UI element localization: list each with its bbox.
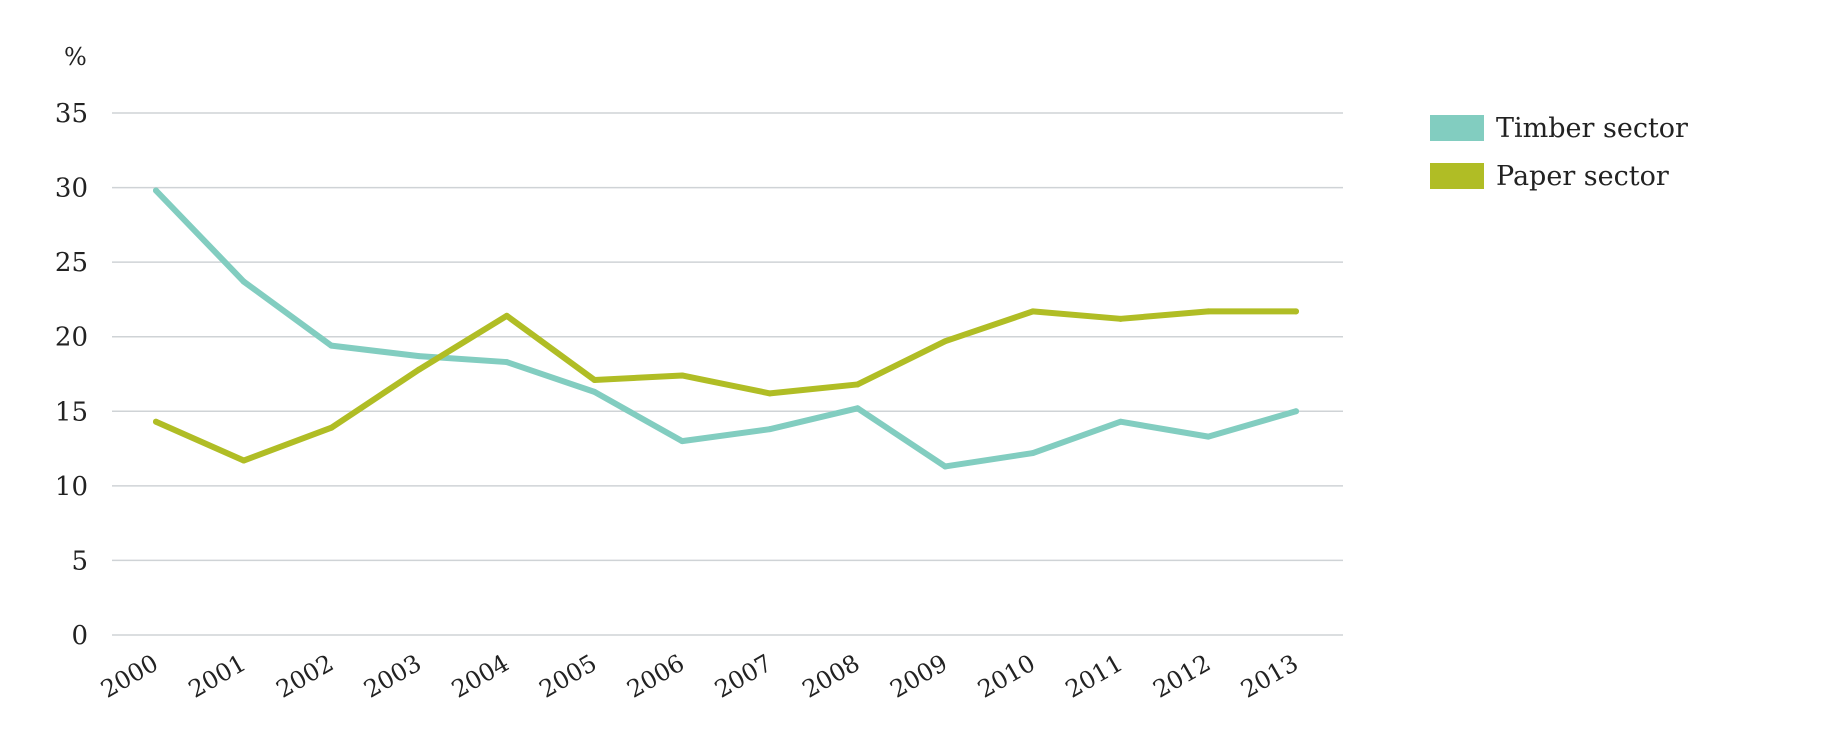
data-point-paper-sector-2008	[854, 381, 861, 388]
data-point-timber-sector-2005	[591, 388, 598, 395]
data-point-timber-sector-2010	[1029, 450, 1036, 457]
data-point-paper-sector-2012	[1205, 308, 1212, 315]
y-axis-ticks: 0 5 10 15 20 25 30 35	[55, 99, 88, 651]
x-tick-label-2012: 2012	[1148, 649, 1215, 704]
data-point-timber-sector-2002	[328, 342, 335, 349]
x-tick-label-2006: 2006	[622, 649, 689, 704]
legend: Timber sector Paper sector	[1430, 104, 1810, 200]
y-tick-label-30: 30	[55, 174, 88, 204]
data-point-paper-sector-2009	[942, 338, 949, 345]
data-point-paper-sector-2007	[766, 390, 773, 397]
data-point-timber-sector-2013	[1293, 408, 1299, 415]
legend-label-paper-sector: Paper sector	[1496, 160, 1669, 192]
legend-item-paper-sector: Paper sector	[1430, 152, 1810, 200]
data-point-timber-sector-2001	[240, 278, 247, 285]
legend-swatch-timber-sector	[1430, 115, 1484, 141]
y-tick-label-0: 0	[71, 621, 88, 651]
data-point-paper-sector-2010	[1029, 308, 1036, 315]
x-tick-label-2011: 2011	[1061, 649, 1128, 704]
series-line-timber-sector	[153, 187, 1299, 470]
x-tick-label-2003: 2003	[359, 649, 426, 704]
x-tick-label-2010: 2010	[973, 649, 1040, 704]
data-point-timber-sector-2004	[503, 359, 510, 366]
data-point-paper-sector-2006	[679, 372, 686, 379]
x-tick-label-2004: 2004	[447, 649, 514, 704]
x-tick-label-2007: 2007	[710, 649, 777, 704]
x-tick-label-2002: 2002	[271, 649, 338, 704]
data-point-timber-sector-2011	[1117, 418, 1124, 425]
data-point-timber-sector-2006	[679, 438, 686, 445]
data-point-paper-sector-2002	[328, 424, 335, 431]
data-point-paper-sector-2005	[591, 376, 598, 383]
x-tick-label-2001: 2001	[184, 649, 251, 704]
x-tick-label-2013: 2013	[1236, 649, 1303, 704]
data-point-paper-sector-2011	[1117, 315, 1124, 322]
y-tick-label-20: 20	[55, 323, 88, 353]
y-tick-label-10: 10	[55, 472, 88, 502]
gridlines	[112, 112, 1343, 636]
data-point-timber-sector-2003	[416, 353, 423, 360]
series-line-paper-sector	[153, 308, 1299, 464]
data-point-paper-sector-2000	[153, 418, 159, 425]
data-point-timber-sector-2007	[766, 426, 773, 433]
legend-label-timber-sector: Timber sector	[1496, 112, 1688, 144]
data-point-paper-sector-2001	[240, 457, 247, 464]
series-lines	[153, 187, 1299, 470]
x-axis-ticks: 2000 2001 2002 2003 2004 2005 2006 2007 2008 2009…	[96, 649, 1303, 704]
x-tick-label-2000: 2000	[96, 649, 163, 704]
legend-item-timber-sector: Timber sector	[1430, 104, 1810, 152]
data-point-timber-sector-2008	[854, 405, 861, 412]
x-tick-label-2005: 2005	[535, 649, 602, 704]
x-tick-label-2008: 2008	[798, 649, 865, 704]
y-tick-label-25: 25	[55, 248, 88, 278]
data-point-paper-sector-2013	[1293, 308, 1299, 315]
data-point-timber-sector-2009	[942, 463, 949, 470]
data-point-paper-sector-2004	[503, 312, 510, 319]
data-point-timber-sector-2000	[153, 187, 159, 194]
y-tick-label-15: 15	[55, 397, 88, 427]
x-tick-label-2009: 2009	[885, 649, 952, 704]
y-axis-unit-label: %	[64, 43, 87, 71]
y-tick-label-5: 5	[71, 546, 88, 576]
y-tick-label-35: 35	[55, 99, 88, 129]
data-point-timber-sector-2012	[1205, 433, 1212, 440]
data-point-paper-sector-2003	[416, 366, 423, 373]
legend-swatch-paper-sector	[1430, 163, 1484, 189]
